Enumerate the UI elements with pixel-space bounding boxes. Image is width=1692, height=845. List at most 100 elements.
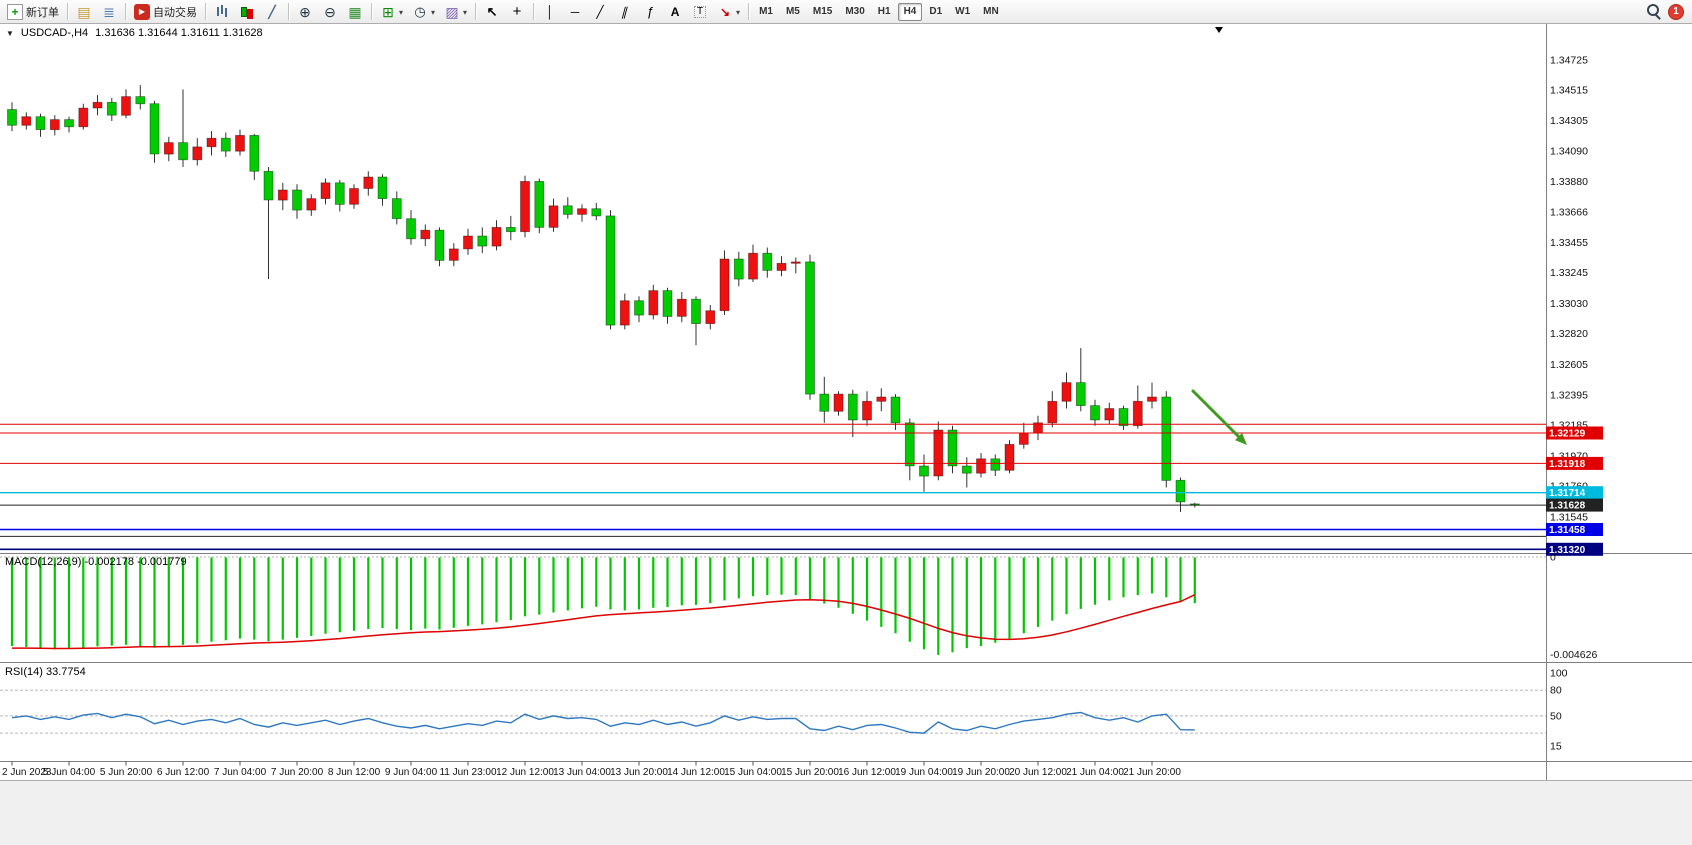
svg-text:80: 80	[1550, 685, 1562, 697]
macd-pane: MACD(12,26,9) -0.002178 -0.001779	[0, 556, 1546, 655]
toolbar-separator	[67, 3, 68, 20]
zoom-out-button[interactable]	[318, 2, 342, 22]
zoom-in-icon	[297, 4, 313, 20]
svg-text:0: 0	[1550, 552, 1556, 564]
autotrade-icon	[134, 3, 150, 20]
channel-icon	[617, 4, 633, 20]
candle-chart-mode-button[interactable]	[235, 2, 259, 22]
svg-text:1.32395: 1.32395	[1550, 389, 1588, 401]
navigator-button[interactable]	[97, 2, 121, 22]
tile-windows-button[interactable]	[343, 2, 367, 22]
svg-text:1.32605: 1.32605	[1550, 359, 1588, 371]
timeframe-m1[interactable]: M1	[753, 3, 779, 21]
tile-icon	[347, 4, 363, 20]
fibonacci-button[interactable]	[638, 2, 662, 22]
svg-text:2 Jun 2023: 2 Jun 2023	[2, 767, 52, 778]
svg-text:7 Jun 04:00: 7 Jun 04:00	[214, 767, 267, 778]
navigator-icon	[101, 4, 117, 20]
svg-text:1.33455: 1.33455	[1550, 237, 1588, 249]
timeframe-d1[interactable]: D1	[923, 3, 948, 21]
toolbar-separator	[748, 3, 750, 20]
annotation-arrow[interactable]	[1191, 389, 1247, 445]
toolbar-separator	[475, 3, 477, 20]
channel-button[interactable]	[613, 2, 637, 22]
fibo-icon	[642, 4, 658, 20]
crosshair-button[interactable]	[505, 2, 529, 22]
svg-text:1.33245: 1.33245	[1550, 267, 1588, 279]
svg-text:9 Jun 04:00: 9 Jun 04:00	[385, 767, 438, 778]
label-icon	[692, 4, 708, 20]
svg-text:13 Jun 04:00: 13 Jun 04:00	[553, 767, 611, 778]
svg-text:8 Jun 12:00: 8 Jun 12:00	[328, 767, 381, 778]
label-button[interactable]	[688, 2, 712, 22]
chevron-down-icon	[463, 6, 467, 18]
svg-text:19 Jun 04:00: 19 Jun 04:00	[895, 767, 953, 778]
horizontal-line-button[interactable]	[563, 2, 587, 22]
price-chart[interactable]: MACD(12,26,9) -0.002178 -0.001779 RSI(14)…	[0, 24, 1692, 780]
svg-text:1.34305: 1.34305	[1550, 115, 1588, 127]
vertical-line-button[interactable]	[538, 2, 562, 22]
periods-button[interactable]	[408, 2, 439, 22]
cursor-button[interactable]	[480, 2, 504, 22]
line-chart-mode-button[interactable]	[260, 2, 284, 22]
new-order-icon	[7, 3, 23, 20]
trendline-button[interactable]	[588, 2, 612, 22]
svg-text:21 Jun 20:00: 21 Jun 20:00	[1123, 767, 1181, 778]
svg-text:1.34090: 1.34090	[1550, 146, 1588, 158]
toolbar-separator	[533, 3, 535, 20]
text-button[interactable]	[663, 2, 687, 22]
symbol-timeframe: USDCAD-,H4	[20, 27, 89, 39]
search-icon[interactable]	[1646, 4, 1662, 20]
price-axis[interactable]: 1.34725 1.34515 1.34305 1.34090 1.33880 1.336…	[1546, 54, 1603, 753]
vline-icon	[542, 4, 558, 20]
chart-menu-triangle-icon[interactable]	[6, 27, 14, 39]
timeframe-h1[interactable]: H1	[872, 3, 897, 21]
bar-chart-mode-button[interactable]	[210, 2, 234, 22]
templates-button[interactable]	[440, 2, 471, 22]
hlines-layer[interactable]	[0, 423, 1546, 551]
svg-text:15 Jun 04:00: 15 Jun 04:00	[724, 767, 782, 778]
svg-text:100: 100	[1550, 668, 1568, 680]
text-icon	[667, 4, 683, 20]
timeframe-m5[interactable]: M5	[780, 3, 806, 21]
toolbar-separator	[125, 3, 126, 20]
timeframe-mn[interactable]: MN	[977, 3, 1005, 21]
candles-icon	[239, 4, 255, 20]
svg-text:1.31628: 1.31628	[1549, 501, 1586, 512]
zoom-in-button[interactable]	[293, 2, 317, 22]
svg-text:1.32820: 1.32820	[1550, 328, 1588, 340]
svg-text:1.31320: 1.31320	[1549, 545, 1586, 556]
new-order-button[interactable]: 新订单	[3, 2, 63, 22]
indicators-button[interactable]	[376, 2, 407, 22]
timeframe-h4[interactable]: H4	[897, 2, 923, 21]
arrows-button[interactable]	[713, 2, 744, 22]
svg-text:1.33666: 1.33666	[1550, 207, 1588, 219]
svg-text:1.33880: 1.33880	[1550, 176, 1588, 188]
toolbar-separator	[205, 3, 206, 20]
svg-text:13 Jun 20:00: 13 Jun 20:00	[610, 767, 668, 778]
svg-text:16 Jun 12:00: 16 Jun 12:00	[838, 767, 896, 778]
svg-text:5 Jun 04:00: 5 Jun 04:00	[43, 767, 96, 778]
rsi-pane: RSI(14) 33.7754	[0, 666, 1546, 734]
svg-text:RSI(14) 33.7754: RSI(14) 33.7754	[5, 666, 86, 678]
svg-text:14 Jun 12:00: 14 Jun 12:00	[667, 767, 725, 778]
hline-icon	[567, 4, 583, 20]
market-watch-button[interactable]	[72, 2, 96, 22]
timeframe-m15[interactable]: M15	[807, 3, 838, 21]
bottom-area	[0, 780, 1692, 845]
pane-separators[interactable]	[0, 24, 1692, 780]
shift-marker-icon[interactable]	[1215, 27, 1223, 33]
chevron-down-icon	[399, 6, 403, 18]
timeframe-m30[interactable]: M30	[839, 3, 870, 21]
timeframe-w1[interactable]: W1	[949, 3, 976, 21]
auto-trading-button[interactable]: 自动交易	[130, 2, 201, 22]
notification-badge[interactable]: 1	[1668, 3, 1684, 20]
svg-text:1.32129: 1.32129	[1549, 429, 1586, 440]
chevron-down-icon	[736, 6, 740, 18]
svg-text:11 Jun 23:00: 11 Jun 23:00	[439, 767, 497, 778]
svg-text:1.31714: 1.31714	[1549, 488, 1586, 499]
template-icon	[444, 4, 460, 20]
